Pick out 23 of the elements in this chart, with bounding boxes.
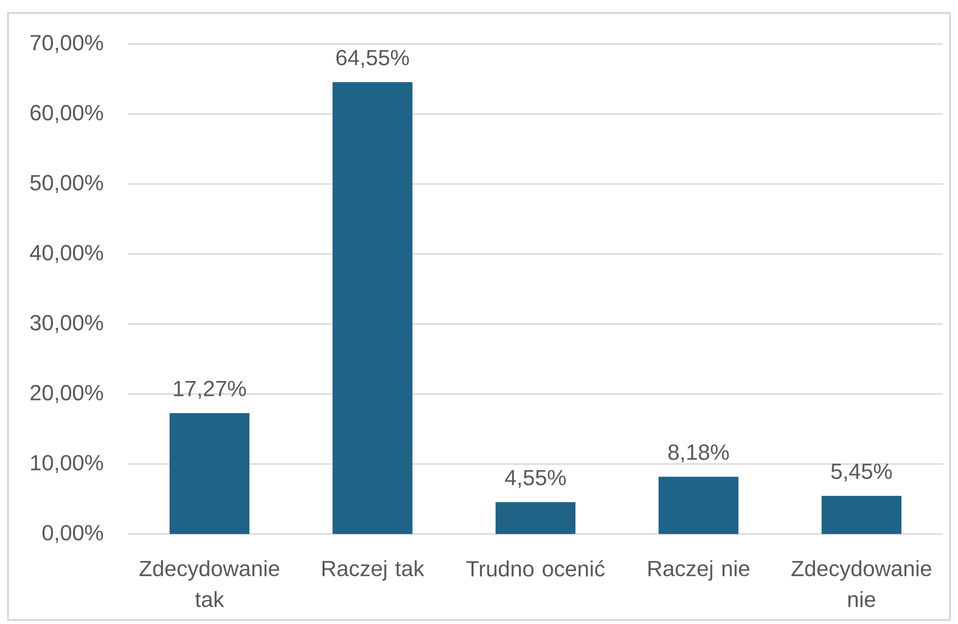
y-tick-label: 20,00% — [30, 384, 104, 404]
x-tick-label: Raczej tak — [322, 560, 424, 581]
bar — [658, 476, 738, 534]
data-label: 8,18% — [668, 444, 729, 463]
y-tick-label: 0,00% — [42, 524, 104, 544]
bar — [332, 82, 412, 534]
x-tick-label: Zdecydowanie tak — [140, 560, 280, 608]
bar — [496, 502, 576, 534]
x-tick-label: Zdecydowanie nie — [792, 560, 932, 608]
y-tick-label: 10,00% — [31, 454, 104, 474]
data-label: 17,27% — [174, 380, 246, 399]
y-tick-label: 60,00% — [30, 104, 104, 124]
y-tick-label: 30,00% — [30, 314, 104, 334]
x-tick-label: Raczej nie — [648, 560, 750, 581]
x-tick-label: Trudno ocenić — [466, 560, 605, 577]
bar — [170, 413, 250, 534]
y-tick-label: 50,00% — [30, 174, 104, 194]
bar — [822, 496, 902, 534]
data-label: 5,45% — [831, 464, 892, 482]
data-label: 4,55% — [504, 470, 566, 488]
data-label: 64,55% — [336, 50, 409, 68]
y-tick-label: 40,00% — [30, 244, 104, 264]
y-tick-label: 70,00% — [30, 34, 104, 54]
